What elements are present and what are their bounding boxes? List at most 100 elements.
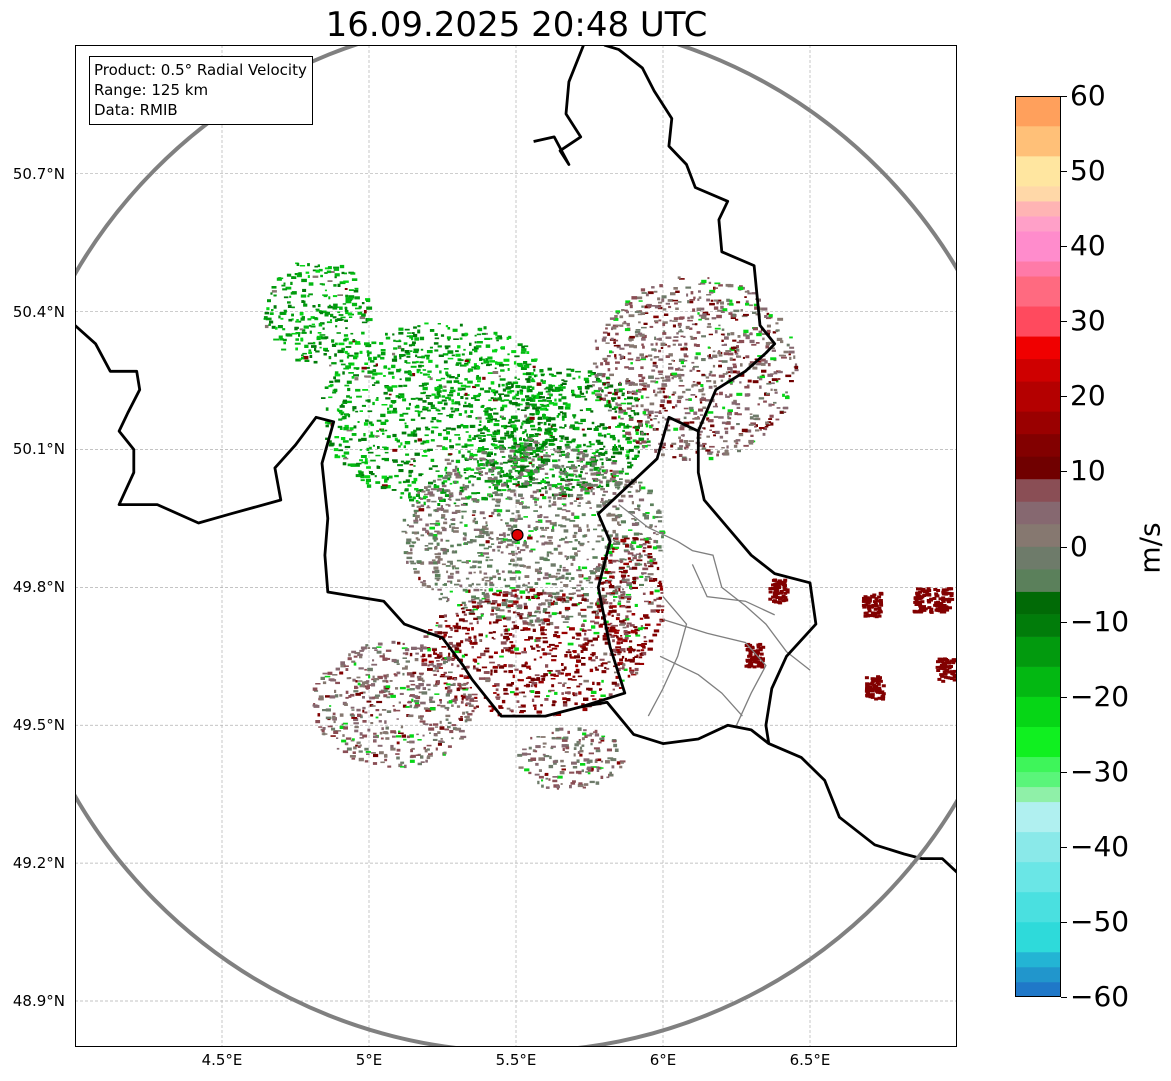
echo-pixel bbox=[417, 490, 420, 495]
echo-pixel bbox=[525, 506, 530, 509]
echo-pixel bbox=[580, 392, 585, 395]
echo-pixel bbox=[612, 591, 619, 595]
echo-pixel bbox=[474, 706, 477, 709]
echo-pixel bbox=[595, 399, 602, 402]
echo-pixel bbox=[396, 439, 400, 443]
echo-pixel bbox=[395, 395, 400, 398]
echo-pixel bbox=[583, 729, 587, 732]
echo-pixel bbox=[612, 529, 616, 534]
echo-pixel bbox=[642, 445, 646, 449]
echo-pixel bbox=[428, 629, 433, 631]
echo-pixel bbox=[759, 428, 762, 431]
echo-pixel bbox=[510, 651, 515, 654]
echo-pixel bbox=[759, 375, 765, 379]
echo-pixel bbox=[690, 336, 695, 340]
echo-pixel bbox=[455, 727, 462, 731]
echo-pixel bbox=[741, 315, 748, 318]
echo-pixel bbox=[539, 467, 545, 470]
echo-pixel bbox=[661, 298, 665, 302]
echo-pixel bbox=[500, 406, 505, 411]
echo-pixel bbox=[548, 455, 551, 458]
echo-pixel bbox=[581, 628, 585, 632]
echo-pixel bbox=[379, 655, 385, 658]
echo-pixel bbox=[526, 387, 530, 390]
echo-pixel bbox=[552, 402, 558, 406]
echo-pixel bbox=[345, 365, 351, 369]
echo-pixel bbox=[497, 512, 500, 516]
echo-pixel bbox=[460, 701, 464, 704]
echo-pixel bbox=[516, 465, 521, 468]
echo-pixel bbox=[520, 549, 526, 552]
echo-pixel bbox=[613, 406, 618, 409]
echo-pixel bbox=[433, 485, 440, 489]
echo-pixel bbox=[679, 329, 682, 333]
echo-pixel bbox=[691, 361, 695, 364]
echo-pixel bbox=[370, 459, 376, 462]
echo-pixel bbox=[431, 393, 436, 396]
echo-pixel bbox=[449, 627, 453, 629]
echo-pixel bbox=[468, 600, 474, 603]
echo-pixel bbox=[532, 455, 537, 458]
echo-pixel bbox=[613, 546, 620, 549]
echo-pixel bbox=[487, 413, 492, 417]
echo-pixel bbox=[358, 438, 362, 442]
echo-pixel bbox=[517, 753, 523, 757]
echo-pixel bbox=[370, 360, 375, 363]
echo-pixel bbox=[525, 677, 532, 679]
echo-pixel bbox=[571, 761, 577, 765]
echo-pixel bbox=[630, 547, 635, 551]
echo-pixel bbox=[684, 355, 689, 358]
echo-pixel bbox=[422, 406, 429, 409]
echo-pixel bbox=[551, 526, 555, 530]
echo-pixel bbox=[513, 518, 518, 522]
echo-pixel bbox=[385, 336, 391, 340]
echo-pixel bbox=[587, 629, 592, 631]
echo-pixel bbox=[392, 461, 398, 463]
echo-pixel bbox=[368, 357, 372, 361]
echo-pixel bbox=[736, 370, 741, 375]
echo-pixel bbox=[621, 309, 625, 311]
echo-pixel bbox=[652, 633, 658, 637]
echo-pixel bbox=[548, 373, 553, 376]
echo-pixel bbox=[441, 526, 446, 529]
echo-pixel bbox=[680, 335, 684, 338]
echo-pixel bbox=[658, 373, 663, 375]
echo-pixel bbox=[449, 376, 455, 379]
echo-pixel bbox=[485, 428, 488, 431]
echo-pixel bbox=[413, 699, 420, 703]
echo-pixel bbox=[460, 604, 463, 606]
echo-pixel bbox=[364, 475, 371, 479]
echo-pixel bbox=[446, 708, 449, 711]
echo-pixel bbox=[347, 387, 351, 392]
echo-pixel bbox=[605, 760, 610, 764]
echo-pixel bbox=[353, 690, 359, 693]
echo-pixel bbox=[562, 497, 567, 500]
echo-pixel bbox=[456, 664, 460, 668]
echo-pixel bbox=[579, 749, 584, 753]
echo-pixel bbox=[523, 647, 526, 651]
echo-pixel bbox=[711, 317, 717, 320]
echo-pixel bbox=[476, 341, 483, 344]
echo-pixel bbox=[598, 484, 601, 488]
echo-pixel bbox=[544, 526, 550, 529]
echo-pixel bbox=[613, 318, 619, 321]
echo-pixel bbox=[717, 351, 721, 355]
echo-pixel bbox=[633, 447, 639, 449]
echo-pixel bbox=[542, 591, 547, 595]
echo-pixel bbox=[413, 333, 418, 338]
echo-pixel bbox=[324, 421, 330, 424]
echo-pixel bbox=[558, 459, 561, 462]
echo-pixel bbox=[613, 542, 617, 545]
echo-pixel bbox=[566, 478, 571, 482]
echo-pixel bbox=[503, 635, 509, 640]
echo-pixel bbox=[583, 637, 589, 641]
echo-pixel bbox=[639, 487, 642, 491]
echo-pixel bbox=[561, 415, 567, 418]
echo-pixel bbox=[731, 401, 737, 405]
echo-pixel bbox=[501, 404, 508, 408]
echo-pixel bbox=[613, 653, 617, 656]
echo-pixel bbox=[484, 601, 490, 603]
echo-pixel bbox=[547, 388, 554, 391]
echo-pixel bbox=[709, 452, 713, 455]
echo-pixel bbox=[606, 748, 612, 752]
